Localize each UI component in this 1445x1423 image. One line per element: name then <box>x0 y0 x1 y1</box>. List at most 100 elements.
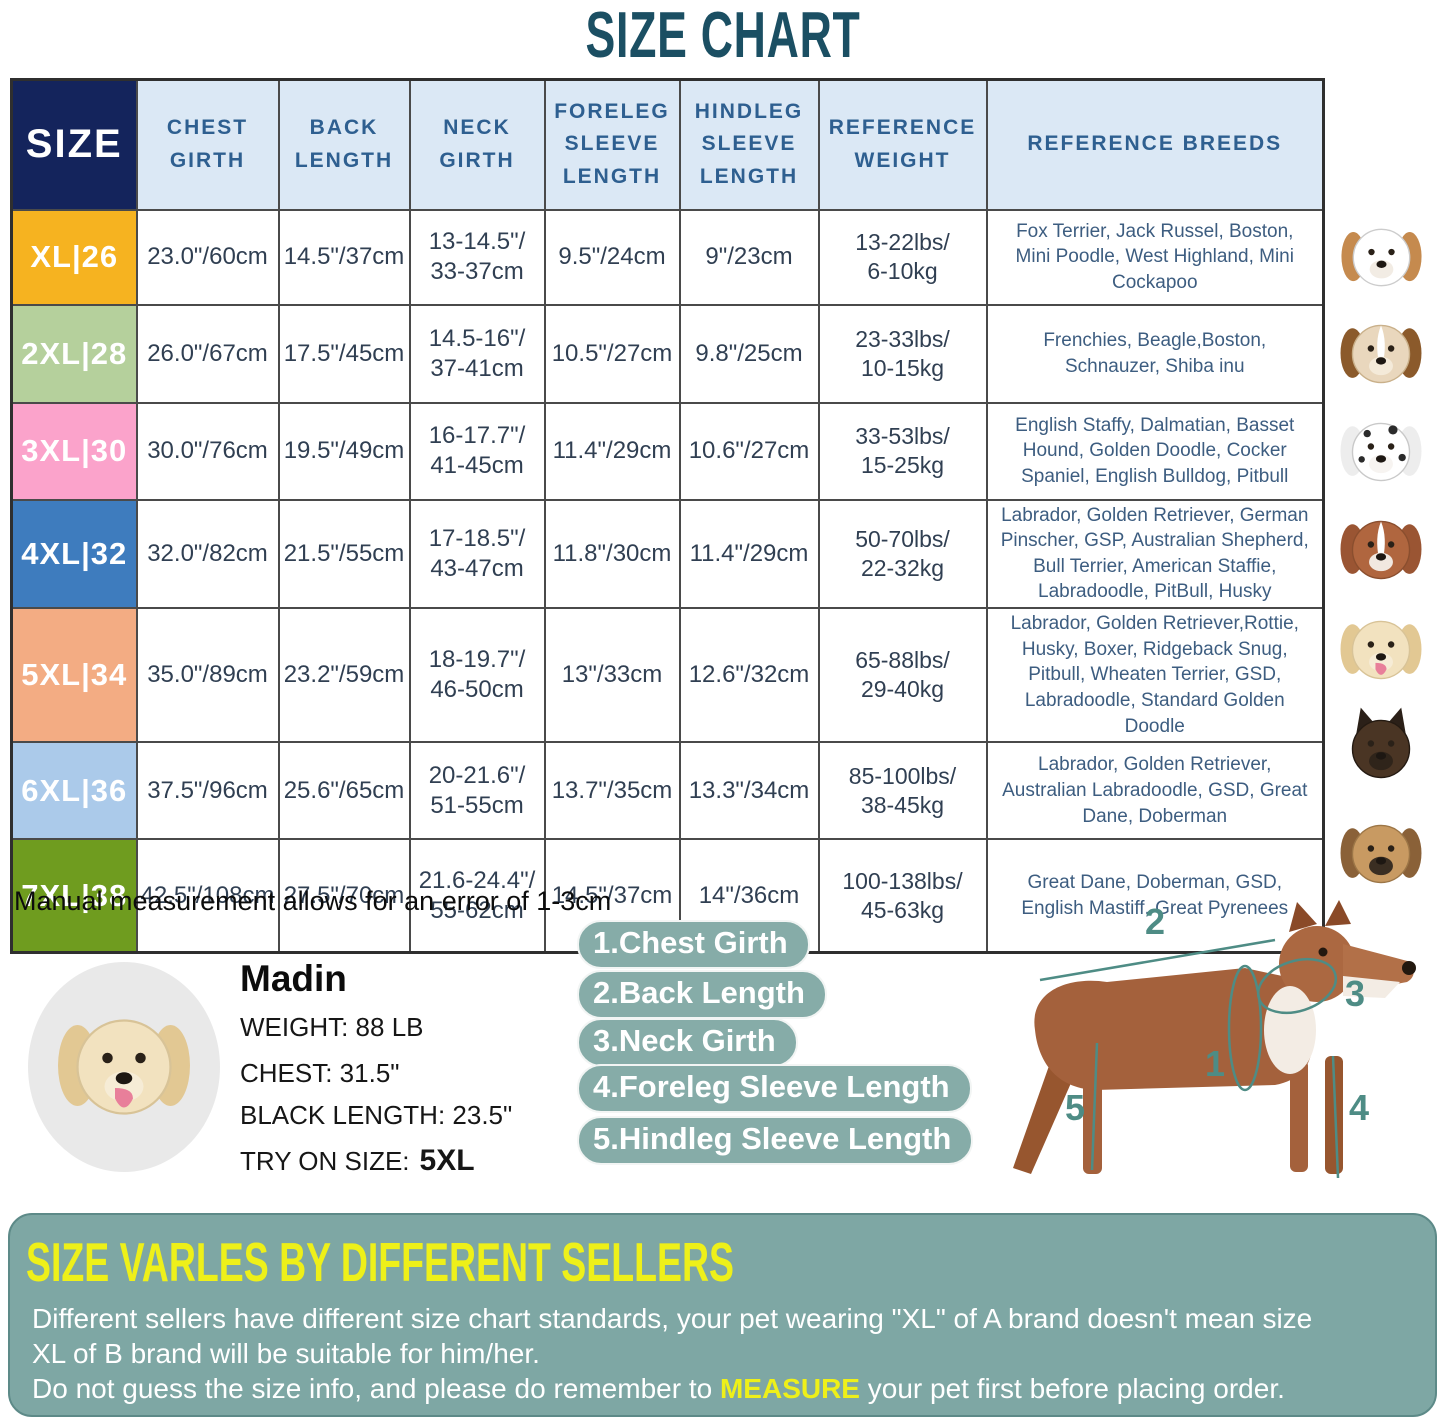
header-reference-weight: REFERENCE WEIGHT <box>817 78 988 211</box>
cell-hindleg-sleeve: 10.6"/27cm <box>678 401 820 501</box>
cell-reference-weight: 23-33lbs/ 10-15kg <box>817 303 988 404</box>
cell-back-length: 14.5"/37cm <box>277 208 411 306</box>
cell-hindleg-sleeve: 12.6"/32cm <box>678 607 820 744</box>
size-badge: 3XL|30 <box>10 401 138 501</box>
cell-reference-weight: 13-22lbs/ 6-10kg <box>817 208 988 306</box>
dog-illustration <box>1013 900 1416 1174</box>
beagle-photo <box>1332 305 1430 403</box>
model-dog-photo <box>28 962 220 1172</box>
cell-neck-girth: 17-18.5"/ 43-47cm <box>408 498 546 610</box>
header-neck-girth: NECK GIRTH <box>408 78 546 211</box>
seller-note-measure-line: Do not guess the size info, and please d… <box>32 1371 1432 1406</box>
table-row-2xl28: 2XL|28 26.0"/67cm 17.5"/45cm 14.5-16"/ 3… <box>10 303 1325 404</box>
header-reference-breeds: REFERENCE BREEDS <box>985 78 1325 211</box>
cell-reference-breeds: Labrador, Golden Retriever,Rottie, Husky… <box>985 607 1325 744</box>
cell-chest-girth: 30.0"/76cm <box>135 401 280 501</box>
cell-chest-girth: 35.0"/89cm <box>135 607 280 744</box>
cell-reference-weight: 50-70lbs/ 22-32kg <box>817 498 988 610</box>
measure-label-foreleg-sleeve: 4.Foreleg Sleeve Length <box>577 1064 972 1113</box>
seller-note-heading: SIZE VARLES BY DIFFERENT SELLERS <box>26 1232 734 1294</box>
table-row-6xl36: 6XL|36 37.5"/96cm 25.6"/65cm 20-21.6"/ 5… <box>10 741 1325 841</box>
great-dane-photo <box>1332 797 1430 910</box>
measure-line-post: your pet first before placing order. <box>859 1373 1285 1404</box>
cell-reference-breeds: Frenchies, Beagle,Boston, Schnauzer, Shi… <box>985 303 1325 404</box>
cell-foreleg-sleeve: 13"/33cm <box>543 607 681 744</box>
cell-chest-girth: 37.5"/96cm <box>135 741 280 841</box>
cell-hindleg-sleeve: 11.4"/29cm <box>678 498 820 610</box>
cell-reference-weight: 85-100lbs/ 38-45kg <box>817 741 988 841</box>
size-badge: 2XL|28 <box>10 303 138 404</box>
size-badge: 7XL|38 <box>10 838 138 954</box>
model-try-on: TRY ON SIZE: 5XL <box>240 1144 475 1178</box>
size-badge: 5XL|34 <box>10 607 138 744</box>
measure-label-neck-girth: 3.Neck Girth <box>577 1018 798 1067</box>
measure-line-pre: Do not guess the size info, and please d… <box>32 1373 720 1404</box>
cell-reference-weight: 65-88lbs/ 29-40kg <box>817 607 988 744</box>
size-badge: XL|26 <box>10 208 138 306</box>
diagram-number-3: 3 <box>1345 973 1365 1014</box>
page-title-wrap: SIZE CHART <box>0 0 1445 72</box>
cell-back-length: 25.6"/65cm <box>277 741 411 841</box>
table-row-3xl30: 3XL|30 30.0"/76cm 19.5"/49cm 16-17.7"/ 4… <box>10 401 1325 501</box>
cell-neck-girth: 18-19.7"/ 46-50cm <box>408 607 546 744</box>
header-foreleg-sleeve: FORELEG SLEEVE LENGTH <box>543 78 681 211</box>
cell-foreleg-sleeve: 10.5"/27cm <box>543 303 681 404</box>
measure-line-highlight: MEASURE <box>719 1373 860 1404</box>
cell-neck-girth: 14.5-16"/ 37-41cm <box>408 303 546 404</box>
model-chest: CHEST: 31.5" <box>240 1058 400 1088</box>
cell-foreleg-sleeve: 11.4"/29cm <box>543 401 681 501</box>
measure-label-chest-girth: 1.Chest Girth <box>577 920 810 969</box>
table-row-7xl38: 7XL|38 42.5"/108cm 27.5"/70cm 21.6-24.4"… <box>10 838 1325 954</box>
cell-chest-girth: 42.5"/108cm <box>135 838 280 954</box>
cell-reference-weight: 100-138lbs/ 45-63kg <box>817 838 988 954</box>
diagram-number-2: 2 <box>1145 901 1165 942</box>
table-row-4xl32: 4XL|32 32.0"/82cm 21.5"/55cm 17-18.5"/ 4… <box>10 498 1325 610</box>
cell-chest-girth: 26.0"/67cm <box>135 303 280 404</box>
cell-foreleg-sleeve: 11.8"/30cm <box>543 498 681 610</box>
measurement-note: Manual measurement allows for an error o… <box>14 886 612 916</box>
cell-back-length: 23.2"/59cm <box>277 607 411 744</box>
cell-back-length: 17.5"/45cm <box>277 303 411 404</box>
seller-note-panel: SIZE VARLES BY DIFFERENT SELLERS Differe… <box>8 1213 1437 1417</box>
diagram-number-4: 4 <box>1349 1087 1369 1128</box>
cell-neck-girth: 21.6-24.4"/ 55-62cm <box>408 838 546 954</box>
cell-back-length: 21.5"/55cm <box>277 498 411 610</box>
cell-foreleg-sleeve: 13.7"/35cm <box>543 741 681 841</box>
cell-neck-girth: 16-17.7"/ 41-45cm <box>408 401 546 501</box>
size-badge: 6XL|36 <box>10 741 138 841</box>
table-row-5xl34: 5XL|34 35.0"/89cm 23.2"/59cm 18-19.7"/ 4… <box>10 607 1325 744</box>
cell-reference-breeds: Great Dane, Doberman, GSD, English Masti… <box>985 838 1325 954</box>
cell-reference-breeds: English Staffy, Dalmatian, Basset Hound,… <box>985 401 1325 501</box>
cell-hindleg-sleeve: 13.3"/34cm <box>678 741 820 841</box>
table-header-row: SIZE CHEST GIRTH BACK LENGTH NECK GIRTH … <box>10 78 1325 211</box>
model-weight: WEIGHT: 88 LB <box>240 1012 424 1042</box>
cell-back-length: 27.5"/70cm <box>277 838 411 954</box>
dalmatian-photo <box>1332 403 1430 500</box>
diagram-number-5: 5 <box>1065 1087 1085 1128</box>
german-shepherd-photo <box>1332 700 1430 797</box>
cell-chest-girth: 32.0"/82cm <box>135 498 280 610</box>
cell-chest-girth: 23.0"/60cm <box>135 208 280 306</box>
page-title: SIZE CHART <box>584 0 861 72</box>
measure-label-back-length: 2.Back Length <box>577 970 827 1019</box>
amstaff-photo <box>1332 500 1430 600</box>
dog-measurement-diagram: 1 2 3 4 5 <box>1013 900 1416 1179</box>
cell-back-length: 19.5"/49cm <box>277 401 411 501</box>
measure-label-hindleg-sleeve: 5.Hindleg Sleeve Length <box>577 1116 974 1165</box>
size-badge: 4XL|32 <box>10 498 138 610</box>
seller-note-paragraph: Different sellers have different size ch… <box>32 1303 1313 1369</box>
header-hindleg-sleeve: HINDLEG SLEEVE LENGTH <box>678 78 820 211</box>
jack-russell-photo <box>1332 210 1430 305</box>
cell-hindleg-sleeve: 9"/23cm <box>678 208 820 306</box>
cell-reference-breeds: Labrador, Golden Retriever, Australian L… <box>985 741 1325 841</box>
model-name: Madin <box>240 958 347 999</box>
cell-neck-girth: 13-14.5"/ 33-37cm <box>408 208 546 306</box>
try-on-label: TRY ON SIZE: <box>240 1146 410 1176</box>
measurement-lines <box>1039 938 1340 1179</box>
cell-reference-weight: 33-53lbs/ 15-25kg <box>817 401 988 501</box>
measurement-numbers: 1 2 3 4 5 <box>1065 901 1369 1128</box>
header-back-length: BACK LENGTH <box>277 78 411 211</box>
cell-neck-girth: 20-21.6"/ 51-55cm <box>408 741 546 841</box>
try-on-size: 5XL <box>419 1144 475 1177</box>
